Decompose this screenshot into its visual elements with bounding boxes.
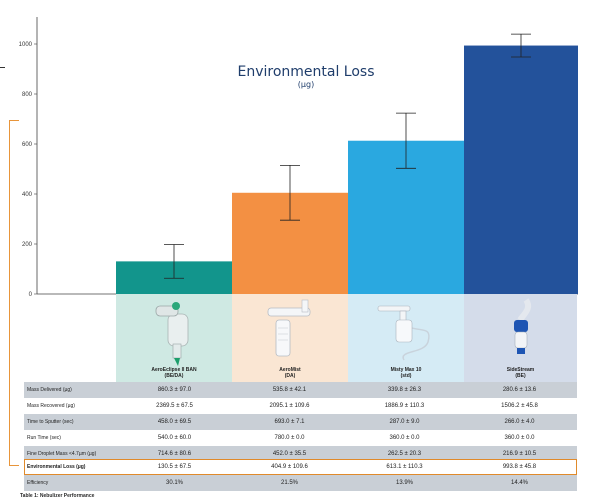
- table-row: Run Time (sec) 540.0 ± 60.0 780.0 ± 0.0 …: [24, 430, 577, 446]
- table-row: Fine Droplet Mass <4.7µm (µg) 714.6 ± 80…: [24, 446, 577, 462]
- table-row-highlighted: Environmental Loss (µg) 130.5 ± 67.5 404…: [24, 459, 577, 475]
- table-row: Mass Recovered (µg) 2369.5 ± 67.5 2095.1…: [24, 398, 577, 414]
- table-row: Time to Sputter (sec) 458.0 ± 69.5 693.0…: [24, 414, 577, 430]
- table-cell: 360.0 ± 0.0: [504, 435, 535, 441]
- table-cell: 693.0 ± 7.1: [274, 419, 305, 425]
- product-cell-aeromist: AeroMist (DA): [232, 294, 348, 382]
- product-name-mistymax: Misty Max 10 (std): [390, 367, 422, 379]
- table-cell: 860.3 ± 97.0: [157, 387, 192, 393]
- table-cell: 458.0 ± 69.5: [157, 419, 192, 425]
- y-tick-label: 1000: [19, 42, 33, 48]
- y-tick-label: 400: [22, 192, 33, 198]
- sidestream-nebulizer-icon: [464, 294, 577, 382]
- table-cell: 280.6 ± 13.6: [502, 387, 537, 393]
- chart-subtitle: (µg): [298, 80, 314, 89]
- table-cell: 216.9 ± 10.5: [502, 451, 537, 457]
- table-cell: 287.0 ± 9.0: [389, 419, 420, 425]
- table-cell: 613.1 ± 110.3: [386, 464, 423, 470]
- table-cell: 993.8 ± 45.8: [502, 464, 537, 470]
- table-cell: 452.0 ± 35.5: [272, 451, 307, 457]
- product-name-sidestream: SideStream (BE): [506, 367, 535, 379]
- row-label: Run Time (sec): [27, 435, 61, 441]
- margin-tick-mark: [0, 67, 5, 68]
- chart-title: Environmental Loss: [237, 64, 374, 80]
- table-cell: 780.0 ± 0.0: [274, 435, 305, 441]
- row-label: Fine Droplet Mass <4.7µm (µg): [27, 451, 97, 457]
- table-cell: 540.0 ± 60.0: [157, 435, 192, 441]
- y-tick-label: 800: [22, 92, 33, 98]
- table-cell: 2369.5 ± 67.5: [156, 403, 193, 409]
- table-cell: 714.6 ± 80.6: [157, 451, 192, 457]
- row-label: Efficiency: [27, 480, 49, 486]
- table-row: Mass Delivered (µg) 860.3 ± 97.0 535.8 ±…: [24, 382, 577, 398]
- table-cell: 130.5 ± 67.5: [157, 464, 192, 470]
- row-label: Time to Sputter (sec): [27, 419, 74, 425]
- aeromist-nebulizer-icon: [232, 294, 348, 382]
- product-cell-mistymax: Misty Max 10 (std): [348, 294, 464, 382]
- table-cell: 1506.2 ± 45.8: [501, 403, 538, 409]
- table-cell: 30.1%: [165, 480, 183, 486]
- aeroeclipse-nebulizer-icon: [116, 294, 232, 382]
- row-label: Mass Recovered (µg): [27, 403, 75, 409]
- table-cell: 2095.1 ± 109.6: [269, 403, 310, 409]
- table-cell: 1886.9 ± 110.3: [384, 403, 425, 409]
- product-cell-aeroeclipse: AeroEclipse II BAN (BE/DA): [116, 294, 232, 382]
- table-cell: 535.8 ± 42.1: [272, 387, 307, 393]
- table-cell: 404.9 ± 109.6: [271, 464, 308, 470]
- table-cell: 14.4%: [510, 480, 528, 486]
- table-cell: 266.0 ± 4.0: [504, 419, 535, 425]
- table-cell: 339.8 ± 26.3: [387, 387, 422, 393]
- error-bars: [164, 33, 531, 279]
- side-bracket: [9, 120, 19, 466]
- row-label: Environmental Loss (µg): [27, 464, 86, 470]
- bar: [464, 45, 578, 294]
- product-cell-sidestream: SideStream (BE): [464, 294, 577, 382]
- bars: [116, 45, 578, 294]
- y-tick-label: 600: [22, 142, 33, 148]
- product-name-aeromist: AeroMist (DA): [279, 367, 301, 379]
- y-tick-label: 0: [29, 292, 33, 298]
- table-cell: 262.5 ± 20.3: [387, 451, 422, 457]
- product-name-aeroeclipse: AeroEclipse II BAN (BE/DA): [151, 367, 197, 379]
- table-row: Efficiency 30.1% 21.5% 13.9% 14.4%: [24, 475, 577, 491]
- table-cell: 13.9%: [395, 480, 413, 486]
- table-cell: 360.0 ± 0.0: [389, 435, 420, 441]
- table-cell: 21.5%: [280, 480, 298, 486]
- table-caption: Table 1: Nebulizer Performance: [20, 493, 95, 499]
- row-label: Mass Delivered (µg): [27, 387, 72, 393]
- misty-max-nebulizer-icon: [348, 294, 464, 382]
- y-tick-label: 200: [22, 242, 33, 248]
